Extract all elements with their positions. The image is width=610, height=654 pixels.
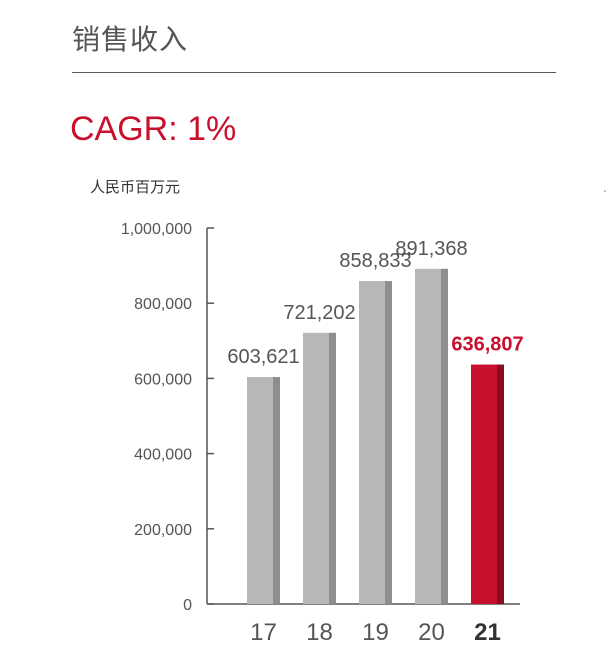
cagr-label: CAGR: 1%	[70, 110, 237, 148]
x-category-label: 19	[362, 619, 389, 646]
title-divider	[72, 72, 556, 73]
x-category-label: 18	[306, 619, 333, 646]
x-category-label: 20	[418, 619, 445, 646]
bar-value-label: 603,621	[227, 346, 299, 368]
y-tick-label: 1,000,000	[121, 221, 192, 238]
chart-title: 销售收入	[72, 23, 189, 56]
bar-shade	[441, 268, 448, 604]
bar-value-label: 891,368	[395, 238, 467, 260]
y-tick-label: 400,000	[134, 447, 192, 464]
y-tick-label: 800,000	[134, 296, 192, 313]
bar-value-label: 636,807	[451, 334, 523, 356]
bar-shade	[497, 364, 504, 604]
edge-mark	[604, 190, 606, 192]
bar-shade	[385, 281, 392, 604]
y-tick-label: 600,000	[134, 371, 192, 388]
y-tick-label: 200,000	[134, 522, 192, 539]
x-category-label: 21	[474, 619, 501, 646]
unit-label: 人民币百万元	[90, 178, 181, 196]
y-tick-label: 0	[183, 597, 192, 614]
bar-shade	[329, 332, 336, 604]
bar-value-label: 858,833	[339, 250, 411, 272]
bar-shade	[273, 377, 280, 604]
x-category-label: 17	[250, 619, 277, 646]
bar-value-label: 721,202	[283, 302, 355, 324]
